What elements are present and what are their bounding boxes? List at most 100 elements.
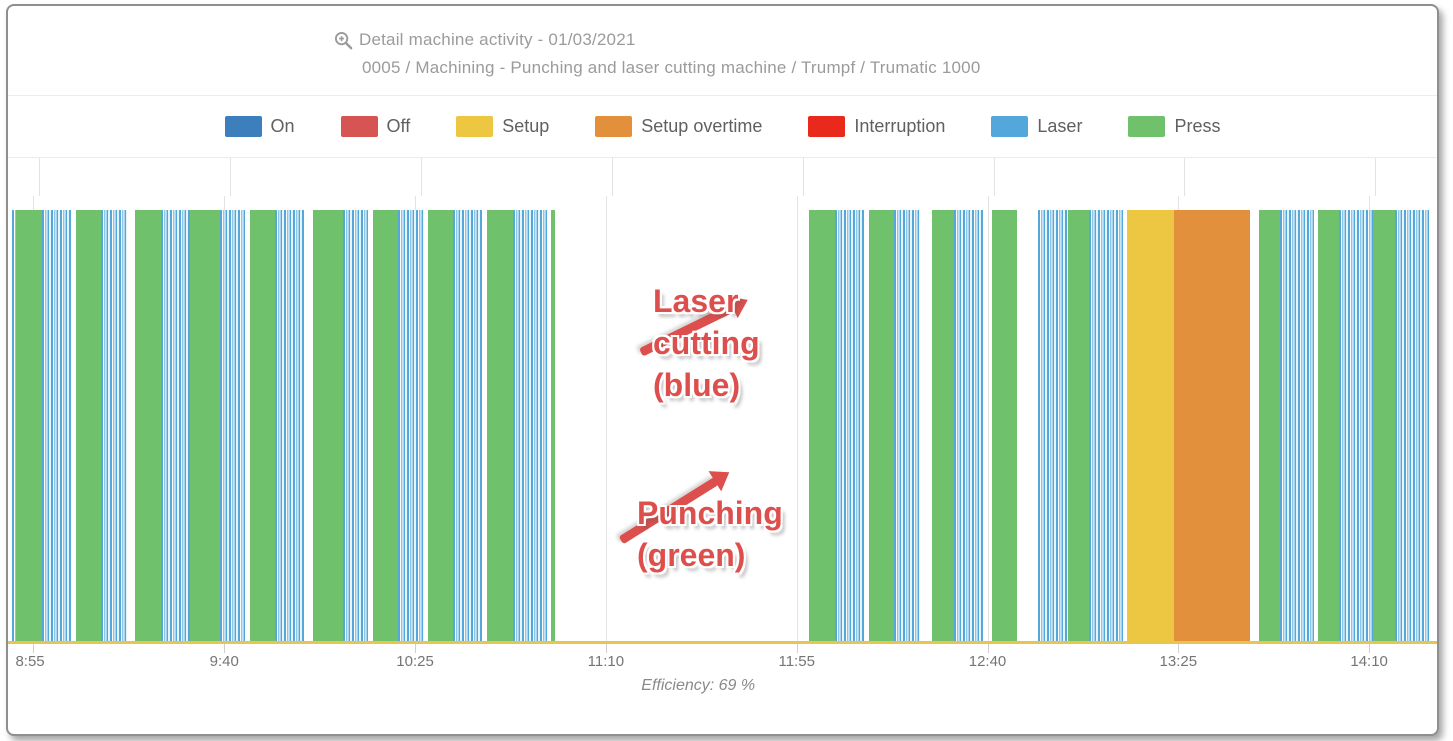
axis-tick	[605, 644, 607, 653]
segment-laser[interactable]	[12, 210, 17, 641]
segment-press[interactable]	[372, 210, 399, 641]
gridline	[605, 196, 607, 641]
axis-tick-label: 11:55	[778, 653, 815, 670]
segment-press[interactable]	[16, 210, 42, 641]
segment-laser[interactable]	[220, 210, 246, 641]
segment-press[interactable]	[75, 210, 102, 641]
timeline-plot: Laser cutting (blue) Punching (green)	[8, 158, 1437, 644]
segment-laser[interactable]	[953, 210, 984, 641]
segment-press[interactable]	[487, 210, 513, 641]
axis-tick-label: 10:25	[396, 653, 434, 670]
grid-tick-hanger	[421, 158, 423, 196]
segment-laser[interactable]	[894, 210, 920, 641]
legend-item-interruption[interactable]: Interruption	[808, 116, 945, 137]
annotation-line: (green)	[637, 537, 746, 573]
segment-laser[interactable]	[342, 210, 369, 641]
segment-laser[interactable]	[1280, 210, 1315, 641]
segment-press[interactable]	[135, 210, 161, 641]
segment-press[interactable]	[1318, 210, 1340, 641]
legend-item-setup-overtime[interactable]: Setup overtime	[595, 116, 762, 137]
legend: On Off Setup Setup overtime Interruption Lase…	[8, 96, 1437, 157]
setup-overtime-swatch-icon	[595, 116, 633, 137]
interruption-swatch-icon	[808, 116, 846, 137]
segment-press[interactable]	[1258, 210, 1281, 641]
activity-bars	[8, 210, 1437, 641]
annotation-line: (blue)	[653, 367, 741, 403]
segment-laser[interactable]	[1339, 210, 1374, 641]
legend-item-press[interactable]: Press	[1128, 116, 1220, 137]
axis-tick	[1369, 644, 1371, 653]
legend-label: Interruption	[854, 116, 946, 136]
axis-tick-label: 11:10	[587, 653, 625, 670]
machine-activity-window: Detail machine activity - 01/03/2021 000…	[6, 4, 1439, 736]
segment-press[interactable]	[809, 210, 835, 641]
axis-tick-label: 12:40	[968, 653, 1007, 670]
segment-press[interactable]	[427, 210, 454, 641]
annotation-laser-cutting: Laser cutting (blue)	[653, 280, 760, 406]
chart-header: Detail machine activity - 01/03/2021 000…	[8, 6, 1437, 95]
segment-press[interactable]	[868, 210, 895, 641]
legend-label: Setup	[502, 116, 550, 136]
segment-setup[interactable]	[1127, 210, 1175, 641]
legend-item-setup[interactable]: Setup	[456, 116, 549, 137]
legend-label: Press	[1174, 116, 1221, 136]
off-swatch-icon	[340, 116, 378, 137]
segment-press[interactable]	[313, 210, 343, 641]
segment-press[interactable]	[550, 210, 555, 641]
segment-laser[interactable]	[275, 210, 305, 641]
segment-laser[interactable]	[41, 210, 72, 641]
legend-item-off[interactable]: Off	[340, 116, 411, 137]
x-axis: Efficiency: 69 % 8:55 9:40 10:25 11:10 11:55…	[8, 644, 1437, 734]
segment-laser[interactable]	[101, 210, 127, 641]
axis-tick	[33, 644, 35, 653]
laser-swatch-icon	[991, 116, 1029, 137]
annotation-line: Punching	[637, 495, 783, 531]
segment-laser[interactable]	[453, 210, 483, 641]
axis-tick	[796, 644, 798, 653]
segment-press[interactable]	[1068, 210, 1090, 641]
grid-tick-hanger	[611, 158, 613, 196]
grid-tick-hanger	[39, 158, 41, 196]
efficiency-label: Efficiency: 69 %	[641, 677, 756, 694]
axis-tick	[1178, 644, 1180, 653]
segment-laser[interactable]	[1394, 210, 1429, 641]
legend-label: On	[270, 116, 295, 136]
segment-press[interactable]	[932, 210, 954, 641]
segment-laser[interactable]	[834, 210, 865, 641]
segment-laser[interactable]	[1038, 210, 1069, 641]
grid-tick-hanger	[1375, 158, 1377, 196]
legend-divider	[8, 157, 1437, 158]
segment-laser[interactable]	[512, 210, 547, 641]
header-divider	[8, 95, 1437, 96]
axis-tick-label: 8:55	[15, 653, 45, 670]
press-swatch-icon	[1128, 116, 1166, 137]
gridline	[796, 196, 798, 641]
axis-tick-label: 14:10	[1350, 653, 1388, 670]
segment-press[interactable]	[249, 210, 276, 641]
zoom-in-icon[interactable]	[334, 31, 353, 50]
grid-tick-hanger	[993, 158, 995, 196]
grid-tick-hanger	[1184, 158, 1186, 196]
segment-laser[interactable]	[1089, 210, 1124, 641]
axis-tick-label: 9:40	[209, 653, 239, 670]
on-swatch-icon	[224, 116, 262, 137]
chart-subtitle: 0005 / Machining - Punching and laser cu…	[362, 58, 981, 77]
segment-laser[interactable]	[160, 210, 191, 641]
axis-tick	[987, 644, 989, 653]
annotation-punching: Punching (green)	[637, 492, 783, 576]
gridline	[987, 196, 989, 641]
segment-press[interactable]	[1373, 210, 1395, 641]
legend-item-on[interactable]: On	[224, 116, 295, 137]
chart-title: Detail machine activity - 01/03/2021	[359, 30, 636, 49]
segment-press[interactable]	[991, 210, 1018, 641]
segment-laser[interactable]	[398, 210, 424, 641]
annotation-line: cutting	[653, 325, 760, 361]
legend-label: Laser	[1037, 116, 1083, 136]
segment-setup_overtime[interactable]	[1174, 210, 1251, 641]
annotation-line: Laser	[653, 283, 739, 319]
legend-label: Off	[386, 116, 411, 136]
legend-item-laser[interactable]: Laser	[991, 116, 1082, 137]
legend-label: Setup overtime	[641, 116, 763, 136]
grid-tick-hanger	[802, 158, 804, 196]
segment-press[interactable]	[190, 210, 220, 641]
